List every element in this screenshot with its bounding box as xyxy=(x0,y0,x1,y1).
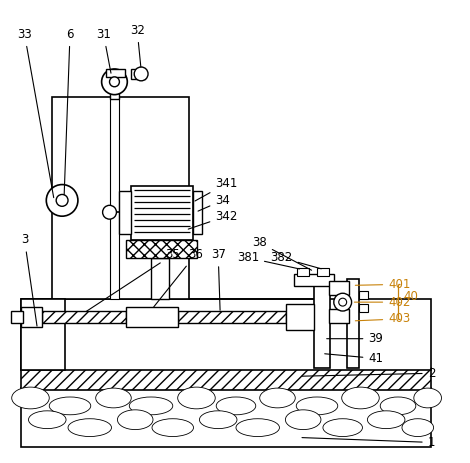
Bar xyxy=(314,279,330,369)
Text: 37: 37 xyxy=(211,248,226,310)
Bar xyxy=(131,186,193,240)
Bar xyxy=(21,307,42,327)
Bar xyxy=(110,74,119,99)
Ellipse shape xyxy=(129,397,173,415)
Text: 40: 40 xyxy=(403,290,418,303)
Ellipse shape xyxy=(342,387,379,409)
Text: 31: 31 xyxy=(96,28,111,73)
Bar xyxy=(294,275,334,286)
Bar xyxy=(151,258,169,299)
Ellipse shape xyxy=(68,419,111,437)
Bar xyxy=(297,268,309,276)
Ellipse shape xyxy=(260,388,295,408)
Text: 2: 2 xyxy=(302,367,435,380)
Bar xyxy=(359,291,368,299)
Text: 34: 34 xyxy=(198,194,230,211)
Bar xyxy=(286,304,314,330)
Bar xyxy=(42,311,126,323)
Bar xyxy=(329,282,349,295)
Circle shape xyxy=(334,293,352,311)
Bar xyxy=(126,240,197,258)
Circle shape xyxy=(110,77,119,87)
Text: 35: 35 xyxy=(86,248,180,312)
Bar xyxy=(110,97,119,299)
Bar xyxy=(11,311,23,323)
Bar xyxy=(317,268,329,276)
Text: 341: 341 xyxy=(195,177,238,201)
Ellipse shape xyxy=(12,387,49,409)
Bar xyxy=(178,311,286,323)
Text: 36: 36 xyxy=(154,248,203,307)
Ellipse shape xyxy=(323,419,362,437)
Text: 342: 342 xyxy=(188,210,238,229)
Text: 402: 402 xyxy=(354,296,410,309)
Ellipse shape xyxy=(296,397,338,415)
Text: 33: 33 xyxy=(17,28,54,198)
Circle shape xyxy=(56,194,68,206)
Bar xyxy=(21,369,431,390)
Text: 39: 39 xyxy=(327,332,383,345)
Bar xyxy=(119,192,131,234)
Bar xyxy=(21,299,431,370)
Ellipse shape xyxy=(199,411,237,429)
Text: 1: 1 xyxy=(302,436,435,449)
Bar xyxy=(347,279,359,369)
Circle shape xyxy=(46,185,78,216)
Ellipse shape xyxy=(380,397,416,415)
Bar xyxy=(21,388,431,447)
Bar xyxy=(126,307,178,327)
Ellipse shape xyxy=(285,410,321,430)
Text: 381: 381 xyxy=(237,251,299,269)
Text: 6: 6 xyxy=(64,28,74,194)
Ellipse shape xyxy=(368,411,405,429)
Bar xyxy=(131,69,145,79)
Text: 41: 41 xyxy=(325,352,384,365)
Circle shape xyxy=(134,67,148,81)
Text: 401: 401 xyxy=(355,278,410,291)
Circle shape xyxy=(102,69,127,94)
Bar xyxy=(193,192,203,234)
Bar xyxy=(106,69,125,77)
Text: 382: 382 xyxy=(270,251,321,269)
Bar xyxy=(329,309,349,323)
Ellipse shape xyxy=(402,419,434,437)
Circle shape xyxy=(102,205,117,219)
Ellipse shape xyxy=(216,397,256,415)
Bar xyxy=(52,97,188,299)
Text: 403: 403 xyxy=(355,313,410,325)
Ellipse shape xyxy=(236,419,280,437)
Text: 38: 38 xyxy=(252,237,312,270)
Ellipse shape xyxy=(96,388,131,408)
Circle shape xyxy=(339,298,347,306)
Ellipse shape xyxy=(178,387,215,409)
Ellipse shape xyxy=(414,388,441,408)
Bar xyxy=(21,299,65,370)
Ellipse shape xyxy=(29,411,66,429)
Text: 3: 3 xyxy=(21,233,37,326)
Text: 32: 32 xyxy=(130,24,145,67)
Ellipse shape xyxy=(118,410,153,430)
Ellipse shape xyxy=(49,397,91,415)
Ellipse shape xyxy=(152,419,194,437)
Bar xyxy=(359,304,368,312)
